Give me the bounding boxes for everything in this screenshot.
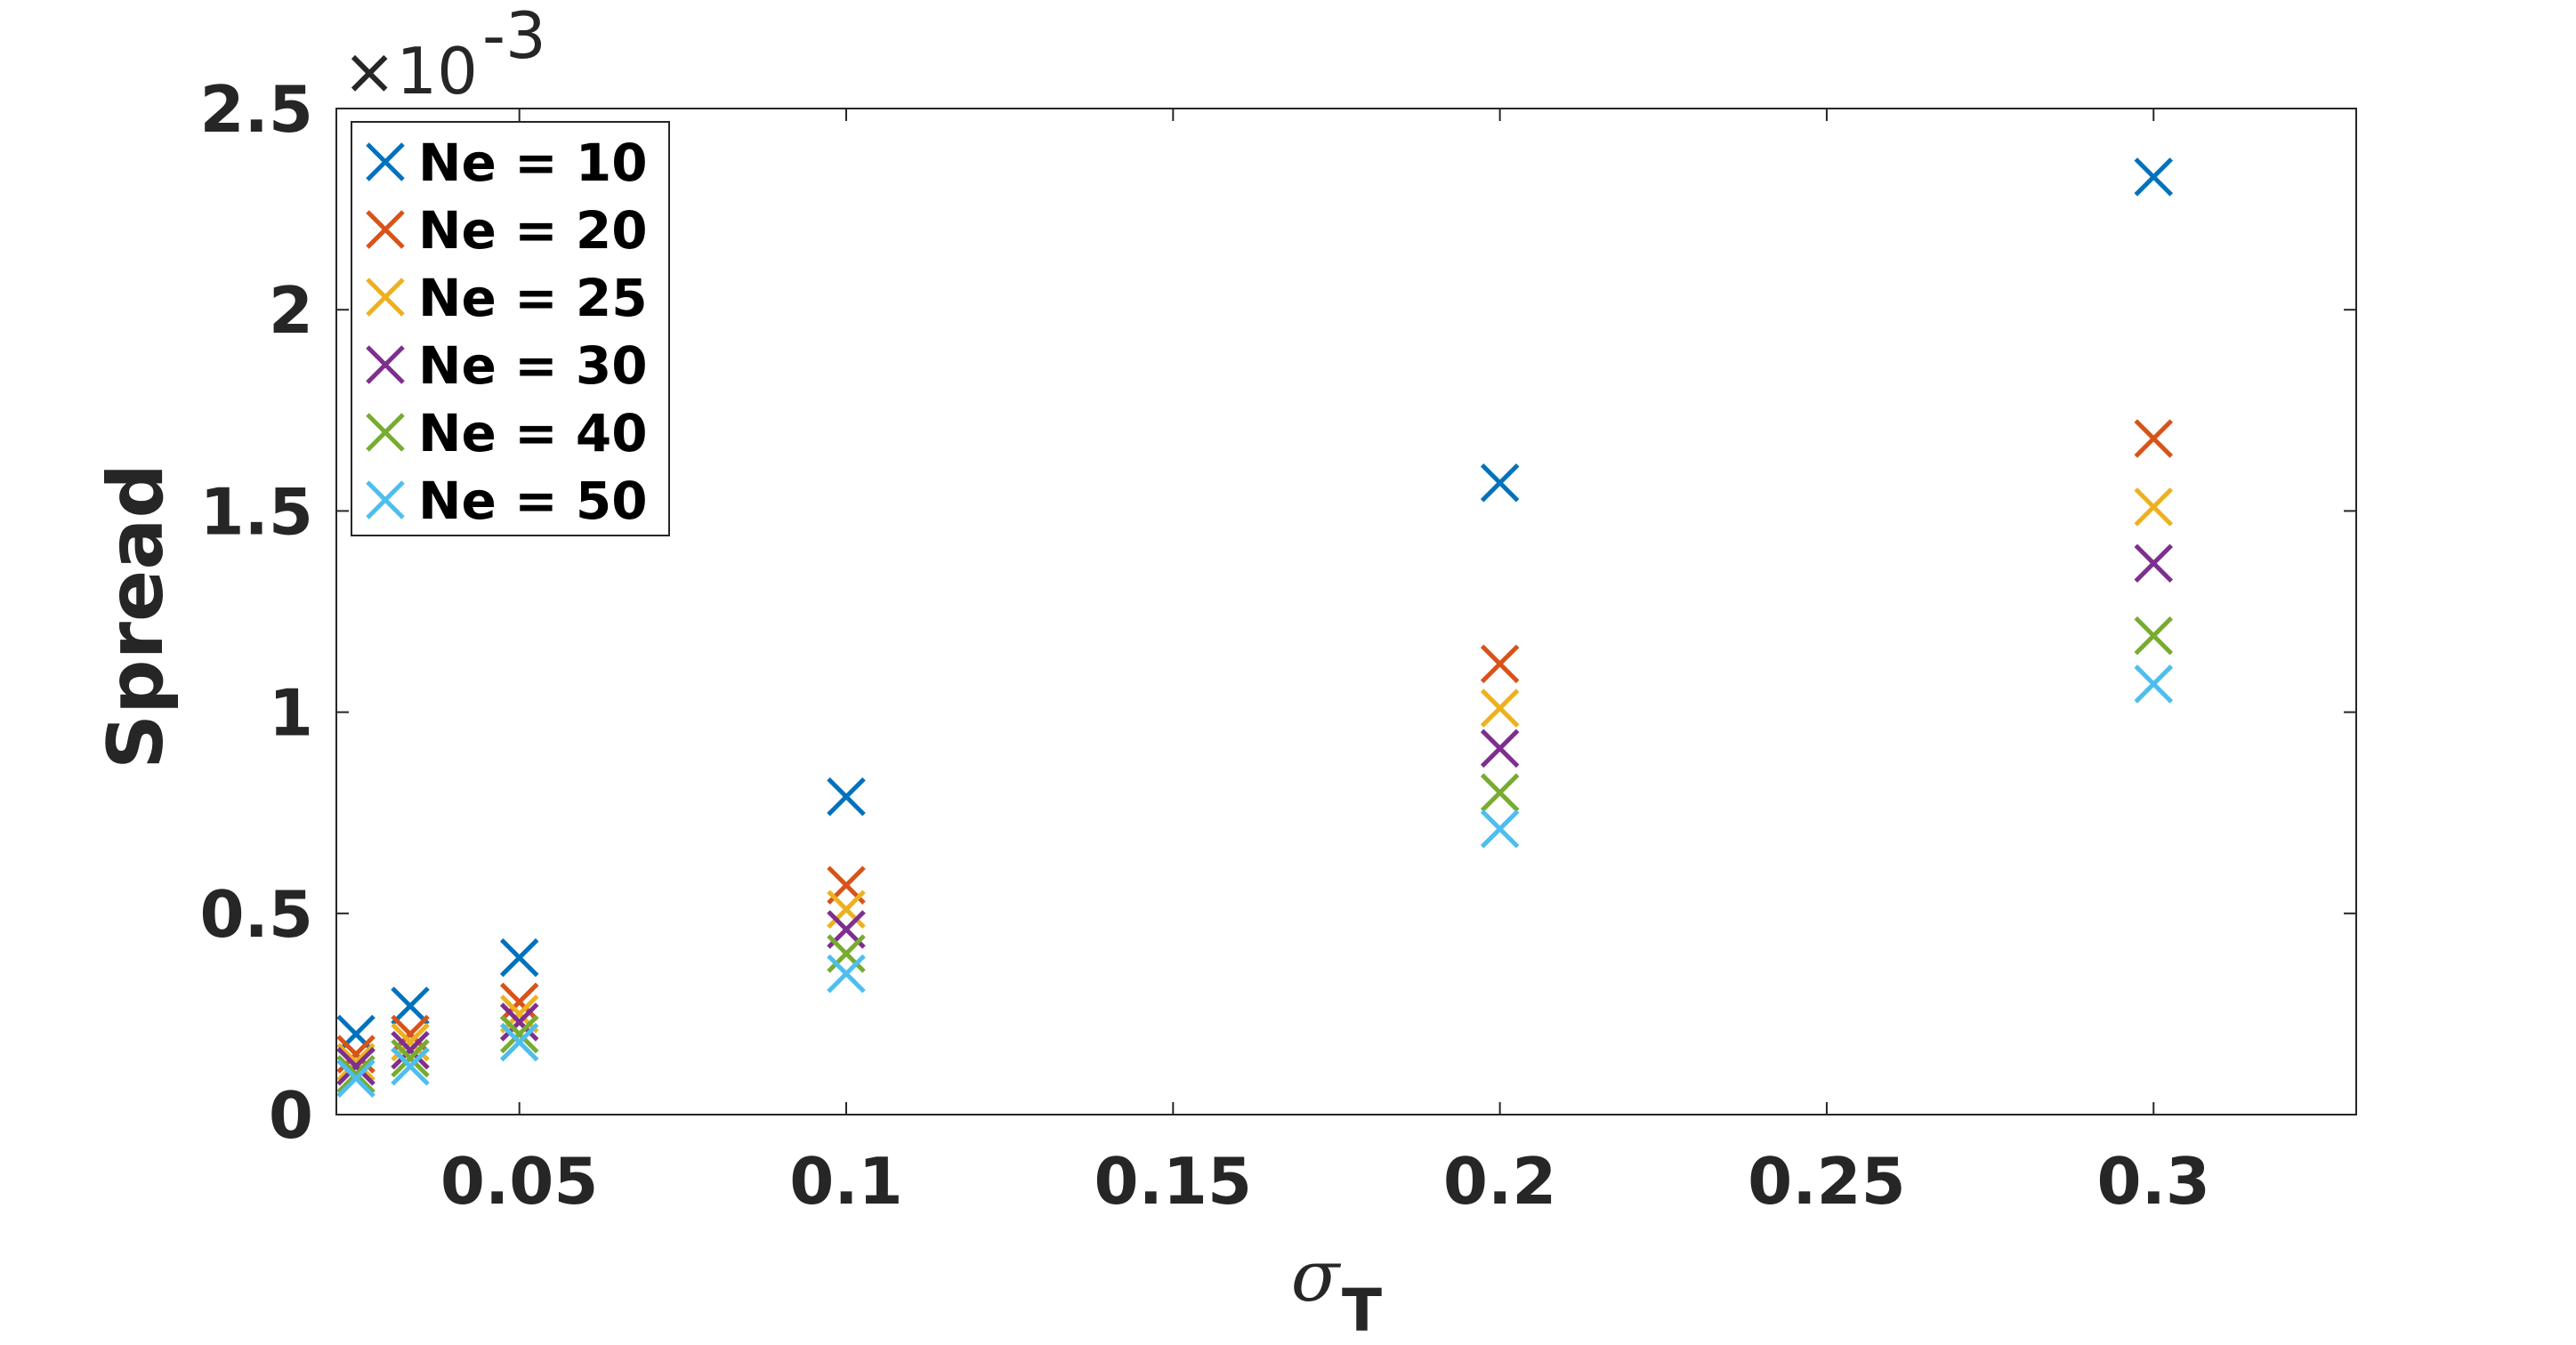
y-tick-label: 1	[269, 676, 313, 751]
x-tick-label: 0.1	[789, 1144, 903, 1219]
data-point	[391, 1030, 430, 1070]
data-point	[827, 934, 866, 973]
data-point	[1480, 809, 1520, 849]
data-point	[827, 777, 866, 817]
y-tick-label: 2.5	[199, 72, 313, 147]
series-ne-50	[336, 664, 2174, 1099]
data-point	[1480, 689, 1520, 728]
series-ne-25	[336, 487, 2174, 1082]
x-axis-label-symbol: σ	[1291, 1235, 1342, 1317]
data-point	[2134, 664, 2174, 704]
data-point	[2134, 544, 2174, 583]
plot-area	[336, 109, 2356, 1115]
legend-entry: Ne = 30	[366, 335, 648, 396]
legend-label: Ne = 10	[418, 133, 648, 193]
y-exponent-power: -3	[482, 0, 546, 73]
legend-marker-icon	[366, 142, 405, 181]
x-tick-label: 0.15	[1094, 1144, 1252, 1219]
x-tick-label: 0.2	[1443, 1144, 1557, 1219]
x-axis-label: σ T	[1291, 1235, 1382, 1345]
legend-marker-icon	[366, 413, 405, 452]
data-point	[499, 938, 539, 978]
data-point	[1480, 729, 1520, 769]
y-tick-label: 0.5	[199, 877, 313, 952]
data-point	[391, 987, 430, 1026]
legend-entry: Ne = 50	[366, 471, 648, 531]
legend-marker-icon	[366, 210, 405, 249]
data-point	[2134, 616, 2174, 656]
data-point	[1480, 463, 1520, 503]
y-tick-label: 1.5	[199, 474, 313, 549]
data-point	[336, 1059, 375, 1099]
data-point	[1480, 773, 1520, 812]
data-point	[336, 1054, 375, 1094]
legend-label: Ne = 50	[418, 471, 648, 531]
data-point	[2134, 419, 2174, 458]
data-point	[499, 1022, 539, 1062]
x-axis-label-subscript: T	[1342, 1277, 1382, 1345]
legend-marker-icon	[366, 480, 405, 519]
y-tick-label: 2	[269, 273, 313, 348]
y-exponent-label: ×10 -3	[343, 0, 546, 109]
series-ne-40	[336, 616, 2174, 1094]
y-tick-label: 0	[269, 1078, 313, 1153]
data-point	[827, 954, 866, 994]
data-point	[391, 1038, 430, 1078]
data-point	[336, 1043, 375, 1082]
data-point	[336, 1014, 375, 1054]
y-exponent-base: ×10	[343, 34, 478, 109]
legend-entry: Ne = 20	[366, 200, 648, 261]
legend-label: Ne = 25	[418, 268, 648, 328]
data-point	[391, 1046, 430, 1086]
plot-frame	[335, 108, 2357, 1115]
data-point	[499, 1003, 539, 1042]
y-axis-label: Spread	[92, 463, 181, 769]
legend-entry: Ne = 40	[366, 403, 648, 463]
legend: Ne = 10 Ne = 20 Ne = 25 Ne = 30 Ne = 40 Ne = …	[351, 121, 670, 536]
data-point	[499, 1014, 539, 1054]
data-point	[499, 995, 539, 1034]
legend-entry: Ne = 25	[366, 268, 648, 328]
legend-label: Ne = 30	[418, 335, 648, 396]
x-tick-label: 0.3	[2096, 1144, 2210, 1219]
data-point	[827, 890, 866, 930]
legend-label: Ne = 40	[418, 403, 648, 463]
series-ne-10	[336, 157, 2174, 1054]
axis-tick-labels: 0.05 0.1 0.15 0.2 0.25 0.3 0 0.5 1 1.5 2 2.5	[199, 72, 2210, 1219]
legend-label: Ne = 20	[418, 200, 648, 261]
data-point	[499, 982, 539, 1022]
data-point	[2134, 487, 2174, 527]
legend-entry: Ne = 10	[366, 133, 648, 193]
data-point	[1480, 644, 1520, 684]
legend-marker-icon	[366, 278, 405, 317]
data-markers	[336, 157, 2174, 1099]
data-point	[336, 1046, 375, 1086]
x-tick-label: 0.05	[440, 1144, 599, 1219]
x-tick-label: 0.25	[1748, 1144, 1906, 1219]
data-point	[2134, 157, 2174, 197]
legend-box	[351, 121, 670, 536]
legend-marker-icon	[366, 345, 405, 384]
